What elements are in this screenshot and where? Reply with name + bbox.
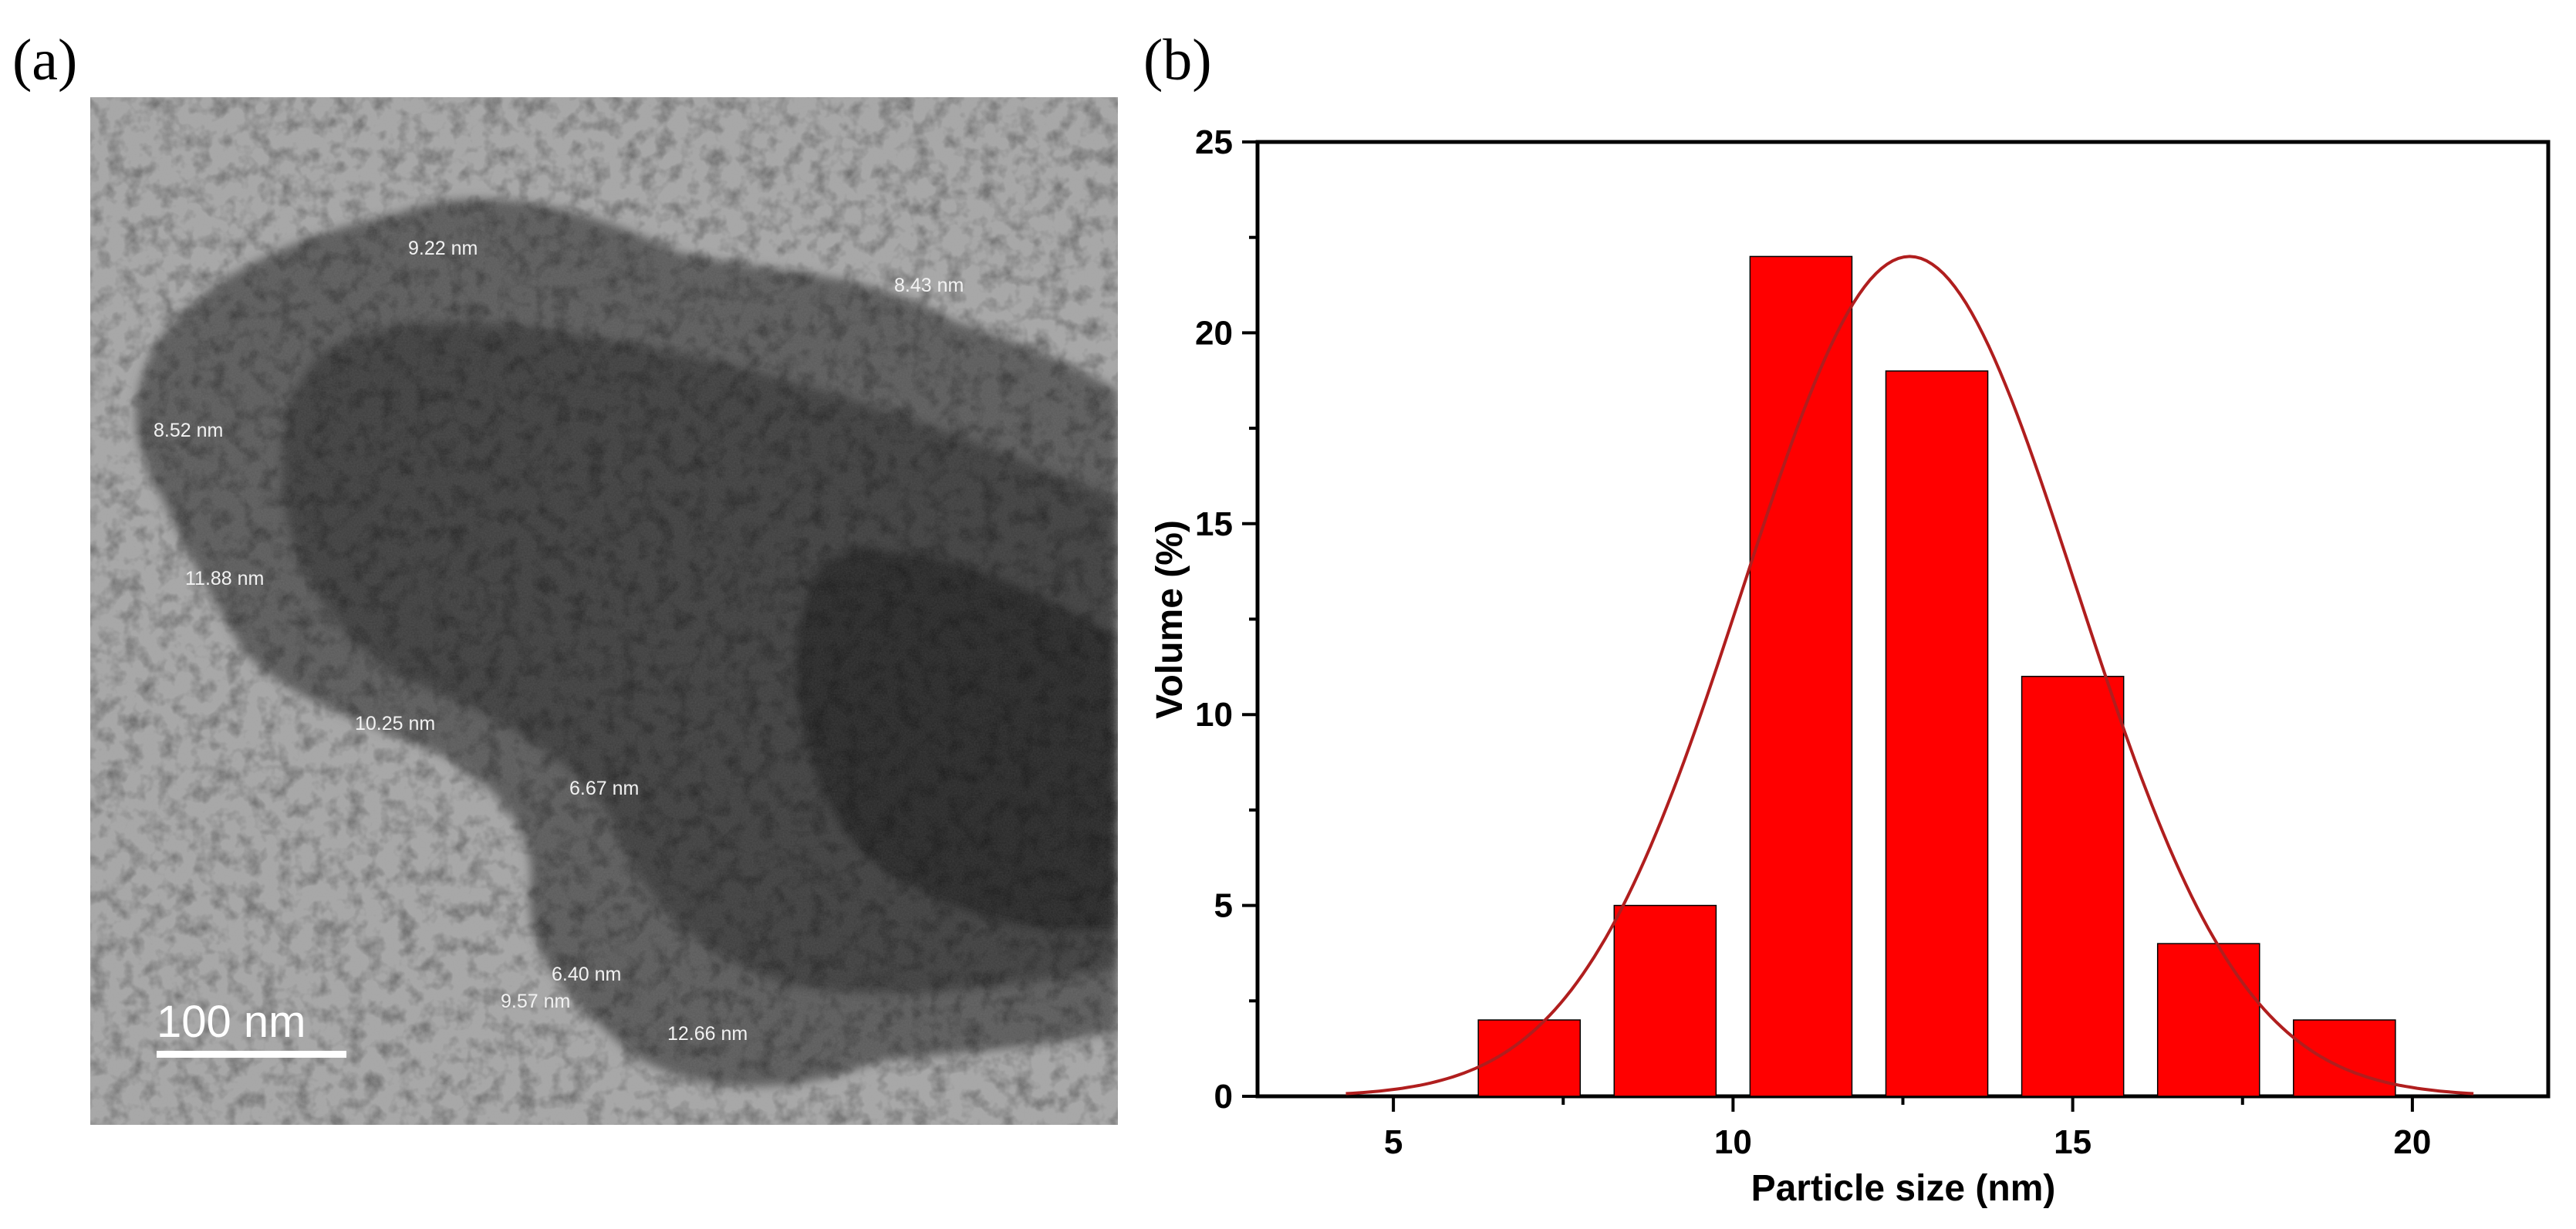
x-tick-label: 20	[2393, 1123, 2431, 1161]
panel-b-label: (b)	[1143, 28, 1212, 93]
histogram-bar	[2156, 943, 2260, 1097]
measurement-label: 10.25 nm	[355, 713, 435, 734]
scale-bar: 100 nm	[157, 997, 346, 1058]
y-axis-title: Volume (%)	[1150, 520, 1190, 719]
x-tick-label: 5	[1384, 1123, 1403, 1161]
measurement-label: 6.40 nm	[552, 964, 621, 985]
tem-micrograph: 9.22 nm 8.43 nm 8.52 nm 11.88 nm 10.25 n…	[90, 97, 1118, 1125]
x-axis-title: Particle size (nm)	[1751, 1168, 2056, 1209]
y-tick-label: 25	[1195, 123, 1233, 161]
gaussian-fit-curve	[1345, 255, 2474, 1096]
panel-a-label: (a)	[12, 28, 78, 93]
measurement-label: 9.22 nm	[408, 238, 478, 259]
measurement-label: 8.43 nm	[894, 275, 964, 296]
histogram-bar	[2021, 675, 2125, 1097]
y-axis-ticks: 0 5 10 15 20 25	[1195, 123, 1258, 1116]
x-axis-ticks: 5 10 15 20	[1384, 1096, 2431, 1161]
sensor-noise	[90, 97, 1118, 1125]
size-distribution-chart: 5 10 15 20 0 5 10 15 20 25 Particle size (nm) Vo…	[1150, 123, 2551, 1209]
measurement-label: 9.57 nm	[501, 991, 570, 1012]
y-tick-label: 20	[1195, 314, 1233, 352]
measurement-label: 11.88 nm	[185, 568, 264, 589]
measurement-label: 12.66 nm	[667, 1023, 748, 1045]
measurement-label: 8.52 nm	[154, 420, 223, 441]
x-tick-label: 15	[2054, 1123, 2092, 1161]
scale-bar-line	[157, 1051, 346, 1058]
histogram-bar	[2293, 1019, 2396, 1097]
y-tick-label: 0	[1214, 1078, 1233, 1116]
y-tick-label: 5	[1214, 887, 1233, 925]
bars-layer	[1477, 255, 2396, 1097]
measurement-label: 6.67 nm	[569, 778, 639, 799]
x-tick-label: 10	[1714, 1123, 1752, 1161]
y-tick-label: 10	[1195, 696, 1233, 734]
y-tick-label: 15	[1195, 505, 1233, 543]
histogram-bar	[1613, 904, 1717, 1097]
scale-bar-label: 100 nm	[157, 997, 306, 1047]
histogram-bar	[1885, 370, 1989, 1097]
measurement-labels: 9.22 nm 8.43 nm 8.52 nm 11.88 nm 10.25 n…	[154, 238, 964, 1045]
histogram-bar	[1749, 255, 1853, 1097]
